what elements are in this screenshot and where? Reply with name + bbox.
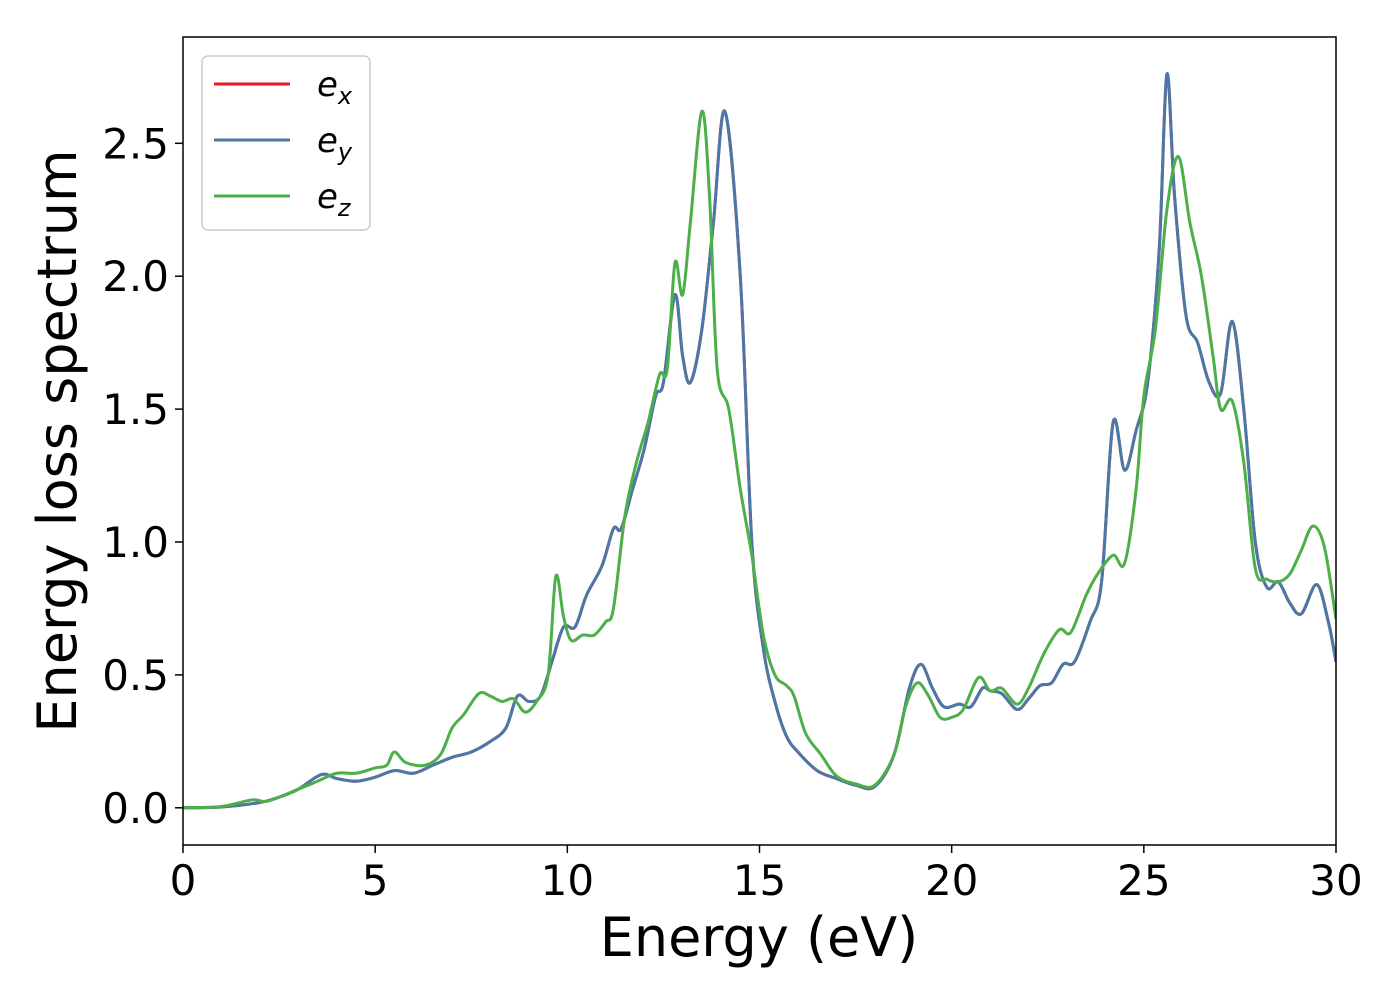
y-tick-label: 2.5 — [102, 119, 169, 168]
x-tick-label: 15 — [733, 856, 786, 905]
y-tick-label: 0.5 — [102, 651, 169, 700]
legend-frame — [201, 55, 371, 231]
series-line-y — [183, 72, 1336, 810]
x-tick-label: 30 — [1309, 856, 1362, 905]
x-tick-label: 25 — [1117, 856, 1170, 905]
x-tick-label: 20 — [925, 856, 978, 905]
series-line-z — [183, 109, 1336, 810]
y-axis-label: Energy loss spectrum — [26, 149, 89, 732]
legend-label: ez — [317, 177, 352, 222]
x-tick-label: 5 — [362, 856, 389, 905]
y-tick-label: 2.0 — [102, 252, 169, 301]
legend-item-z: ez — [214, 177, 352, 222]
y-tick-label: 0.0 — [102, 784, 169, 833]
x-tick-label: 10 — [541, 856, 594, 905]
x-axis-label: Energy (eV) — [600, 906, 919, 969]
series-layer — [183, 72, 1336, 810]
x-tick-label: 0 — [170, 856, 197, 905]
legend: ex ey ez — [201, 55, 371, 231]
y-tick-label: 1.0 — [102, 518, 169, 567]
legend-item-y: ey — [214, 121, 353, 166]
legend-label: ex — [317, 65, 353, 110]
legend-label: ey — [317, 121, 353, 166]
y-tick-label: 1.5 — [102, 385, 169, 434]
x-axis: 0 5 10 15 20 25 30 — [170, 845, 1363, 905]
legend-item-x: ex — [214, 65, 353, 110]
y-axis: 0.0 0.5 1.0 1.5 2.0 2.5 — [102, 119, 183, 833]
